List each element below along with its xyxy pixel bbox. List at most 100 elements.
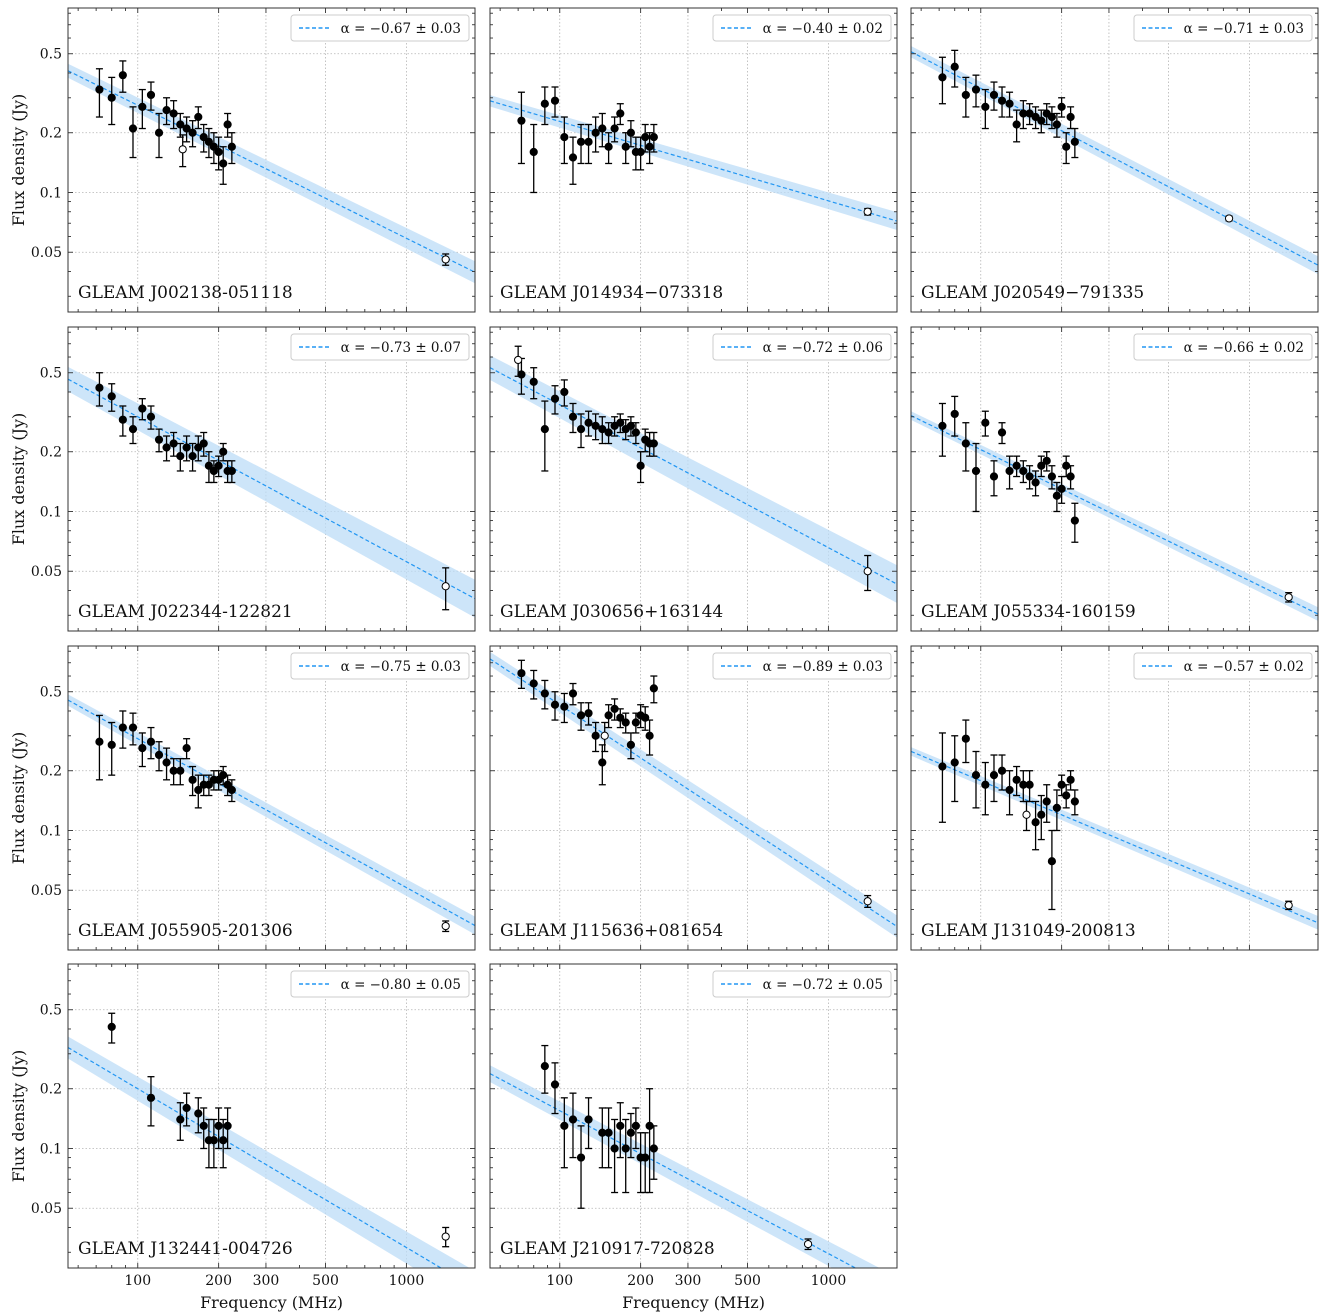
- open-data-point: [1284, 901, 1293, 910]
- x-tick-label: 300: [675, 1273, 702, 1289]
- data-point: [169, 109, 178, 118]
- data-point: [529, 377, 538, 386]
- source-name: GLEAM J055905-201306: [78, 921, 293, 941]
- data-point: [938, 421, 947, 430]
- data-point: [517, 669, 526, 678]
- data-point: [176, 766, 185, 775]
- open-data-point: [441, 582, 450, 591]
- data-point: [604, 1128, 613, 1137]
- data-points: [107, 1012, 450, 1248]
- data-point: [188, 452, 197, 461]
- data-point: [138, 102, 147, 111]
- open-data-point: [1224, 214, 1234, 223]
- open-data-point: [600, 731, 609, 740]
- y-tick-label: 0.1: [40, 504, 62, 520]
- data-point: [517, 370, 526, 379]
- data-point: [989, 771, 999, 780]
- data-point: [95, 737, 104, 746]
- data-point: [219, 1136, 228, 1145]
- open-data-point: [803, 1239, 813, 1249]
- panel: GLEAM J131049-200813 α = −0.57 ± 0.02: [910, 645, 1319, 951]
- data-point: [204, 137, 214, 146]
- data-point: [214, 461, 223, 470]
- source-name: GLEAM J020549−791335: [921, 283, 1144, 303]
- legend-box: [290, 333, 470, 361]
- data-points: [95, 60, 450, 266]
- plot-area: [68, 8, 475, 312]
- data-point: [1012, 775, 1021, 784]
- data-point: [550, 394, 560, 403]
- ticks: [490, 964, 897, 1268]
- fit-group: [68, 694, 475, 935]
- source-name: GLEAM J002138-051118: [78, 283, 293, 303]
- legend: α = −0.89 ± 0.03: [712, 652, 892, 680]
- data-point: [176, 452, 185, 461]
- data-point: [550, 1080, 560, 1089]
- x-tick-label: 100: [546, 1273, 573, 1289]
- x-tick-label: 200: [205, 1273, 232, 1289]
- data-point: [631, 1121, 640, 1130]
- data-point: [649, 1144, 658, 1153]
- data-point: [176, 1115, 185, 1124]
- data-point: [584, 418, 593, 427]
- data-point: [568, 153, 578, 162]
- data-point: [182, 1103, 191, 1113]
- source-name: GLEAM J131049-200813: [921, 921, 1136, 941]
- y-tick-label: 0.5: [40, 366, 62, 382]
- legend-label: α = −0.57 ± 0.02: [1184, 659, 1304, 675]
- data-point: [550, 96, 560, 105]
- data-point: [649, 684, 658, 693]
- data-point: [1070, 797, 1079, 806]
- x-tick-label: 1000: [389, 1273, 425, 1289]
- data-point: [1012, 120, 1021, 129]
- y-tick-label: 0.5: [40, 47, 62, 63]
- fit-line: [911, 51, 1318, 266]
- legend-box: [290, 970, 470, 998]
- data-point: [1005, 466, 1014, 476]
- data-point: [154, 750, 164, 760]
- y-tick-label: 0.1: [40, 1141, 62, 1157]
- data-point: [626, 740, 636, 749]
- ticks: [490, 327, 897, 631]
- y-tick-label: 0.05: [31, 1201, 62, 1217]
- plot-frame: [67, 645, 476, 951]
- open-data-point: [1022, 810, 1031, 819]
- legend-box: [712, 652, 892, 680]
- data-point: [107, 1022, 116, 1031]
- source-name: GLEAM J115636+081654: [500, 921, 723, 941]
- fit-group: [68, 63, 475, 284]
- data-points: [540, 1044, 813, 1251]
- data-point: [576, 425, 586, 434]
- x-tick-label: 1000: [811, 1273, 847, 1289]
- x-tick-label: 200: [627, 1273, 654, 1289]
- y-axis-label: Flux density (Jy): [9, 413, 28, 545]
- legend-label: α = −0.71 ± 0.03: [1184, 21, 1304, 37]
- data-point: [176, 120, 185, 129]
- plot-frame: [67, 7, 476, 313]
- legend-label: α = −0.72 ± 0.05: [763, 977, 883, 993]
- ticks: [68, 964, 475, 1268]
- fit-line: [490, 1073, 857, 1268]
- data-point: [107, 740, 116, 749]
- fit-uncertainty-band: [911, 411, 1318, 621]
- data-point: [649, 439, 658, 448]
- data-point: [199, 439, 208, 448]
- data-point: [568, 689, 578, 698]
- panel: GLEAM J115636+081654 α = −0.89 ± 0.03: [489, 645, 898, 951]
- data-point: [529, 147, 538, 157]
- data-point: [645, 142, 654, 151]
- data-point: [182, 443, 191, 452]
- legend-box: [1133, 333, 1313, 361]
- data-point: [194, 1109, 203, 1118]
- ticks: [490, 646, 897, 950]
- ticks: [490, 8, 897, 312]
- data-point: [223, 120, 232, 129]
- panel: 0.05 0.1 0.2 0.5 GLEAM J002138-051118 α = −0.…: [31, 7, 476, 313]
- data-point: [227, 466, 236, 476]
- data-point: [1066, 112, 1075, 122]
- data-point: [604, 142, 613, 151]
- grid: [911, 646, 1318, 950]
- data-point: [576, 1153, 586, 1162]
- data-point: [1025, 780, 1034, 789]
